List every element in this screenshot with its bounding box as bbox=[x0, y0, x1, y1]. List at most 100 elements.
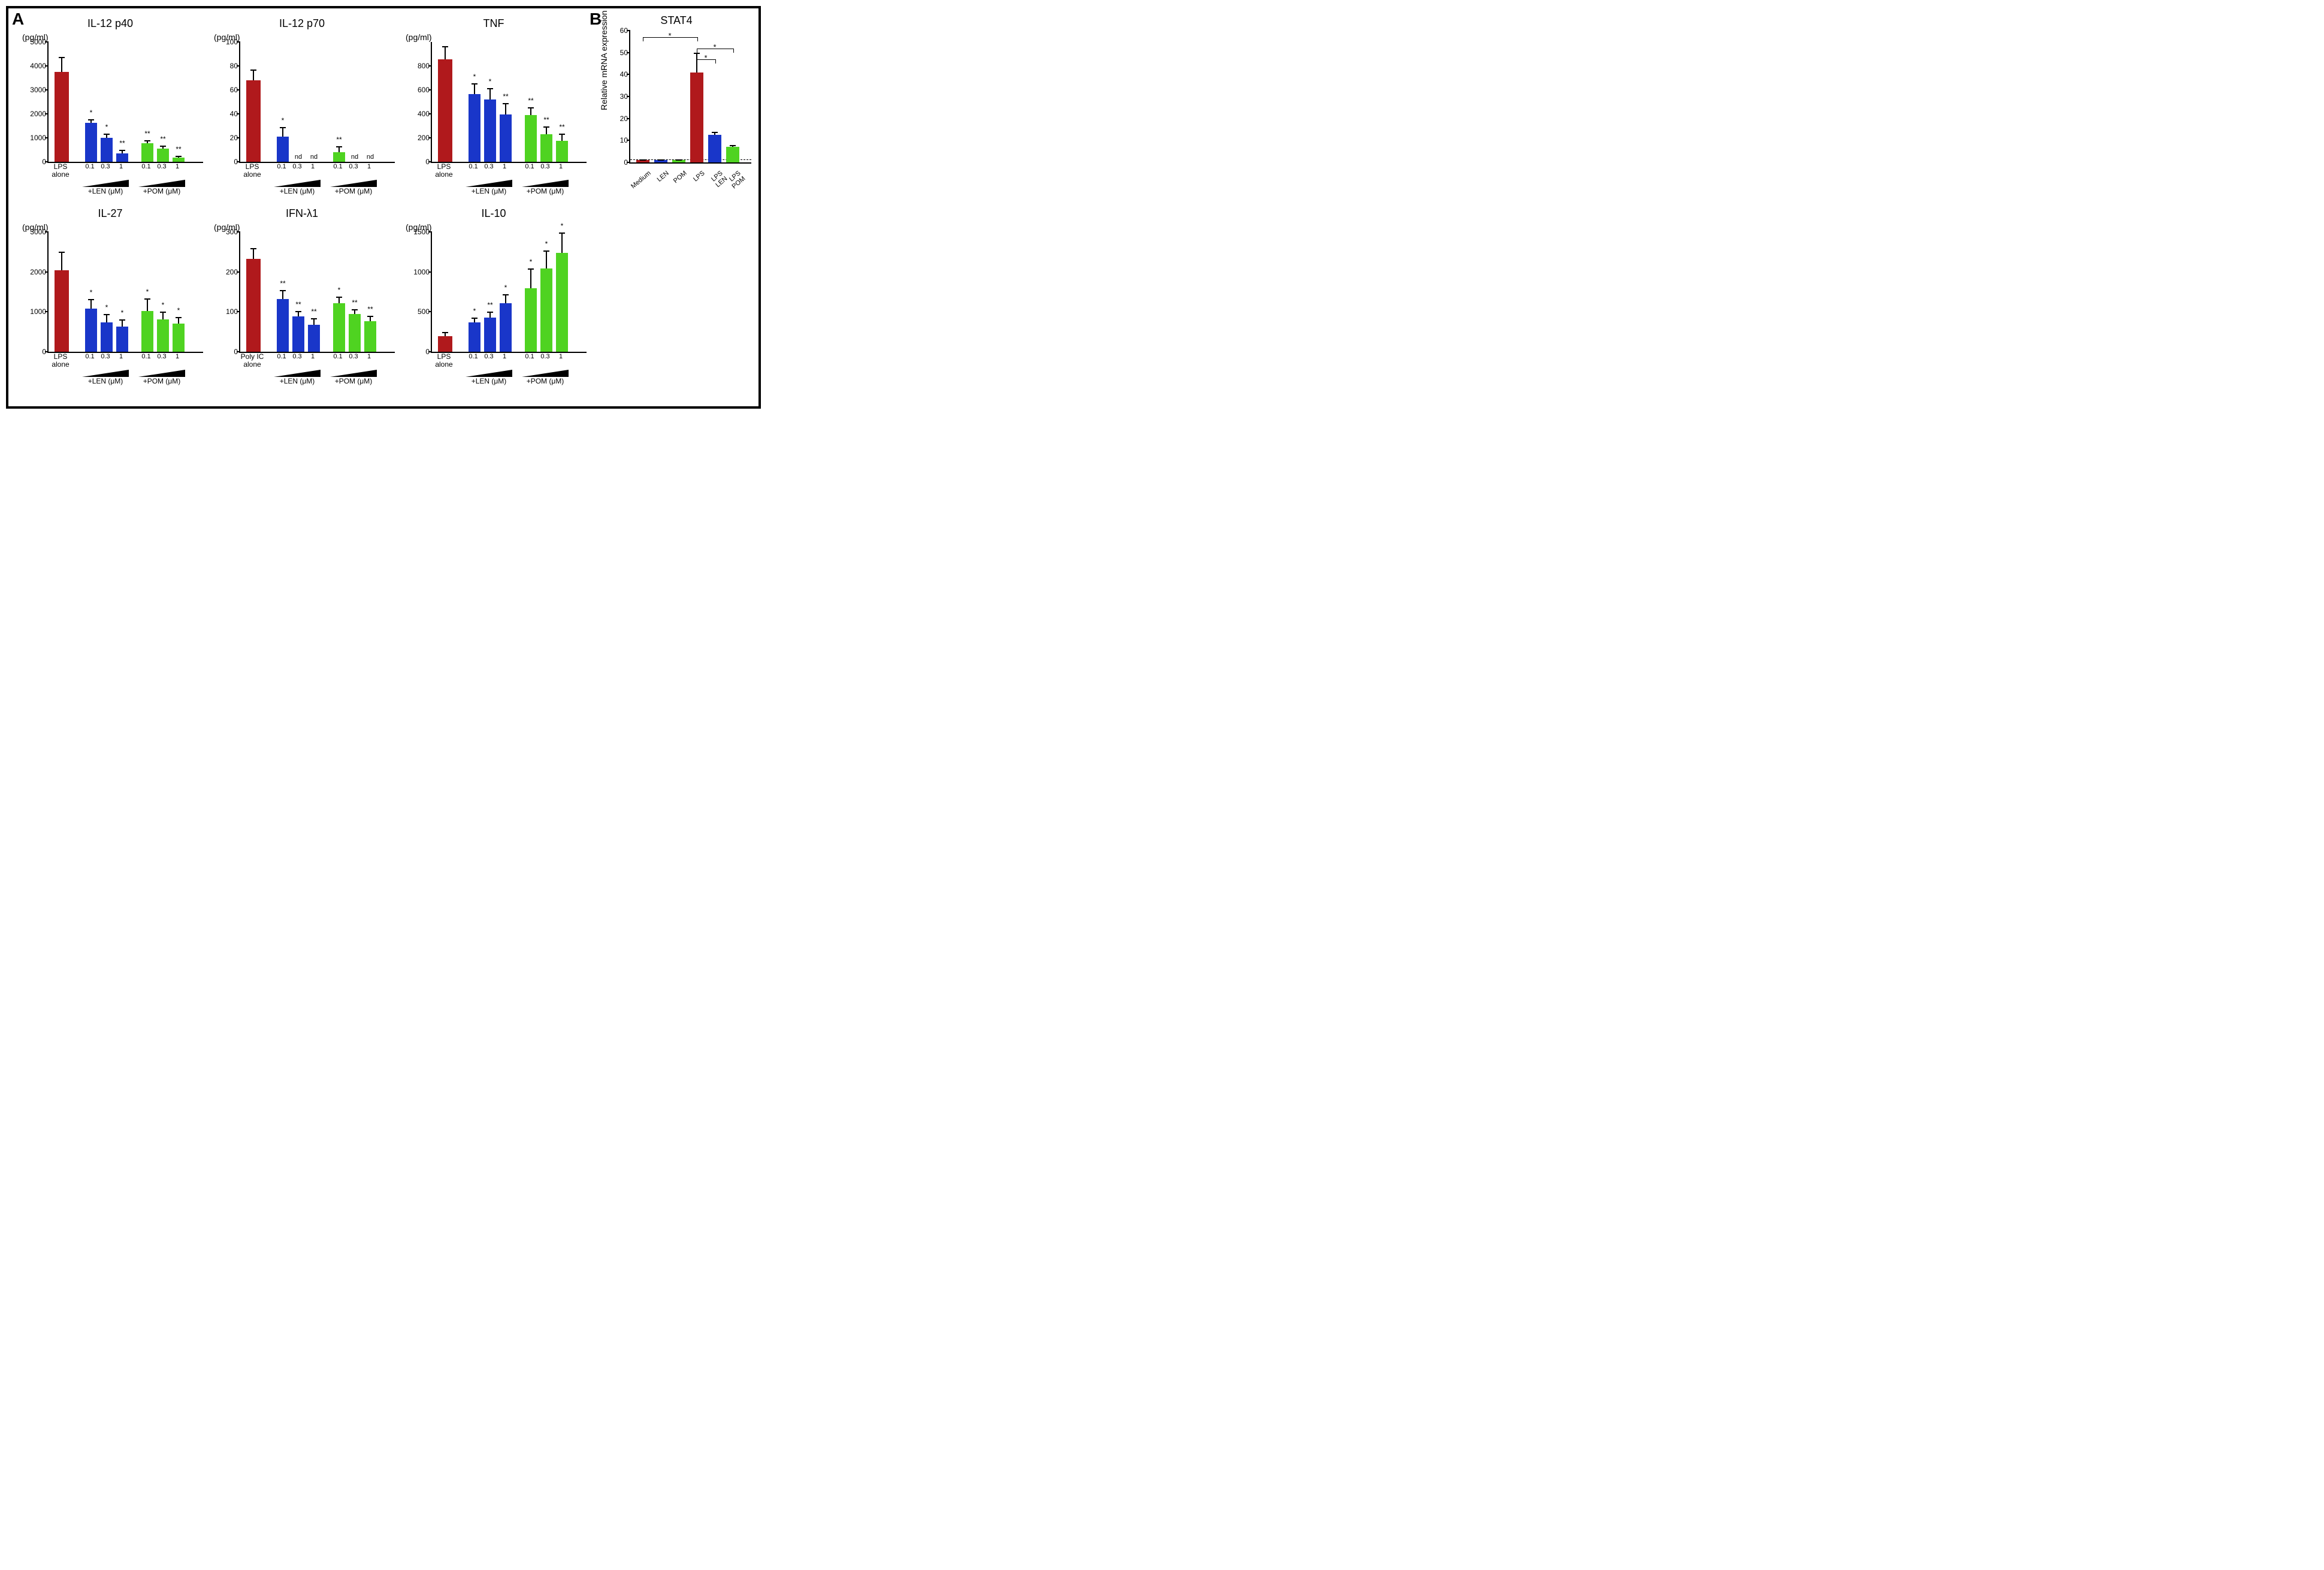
bar bbox=[246, 259, 261, 352]
y-tick-label: 40 bbox=[210, 110, 238, 118]
bar bbox=[636, 160, 649, 162]
x-tick-label: 1 bbox=[170, 353, 185, 369]
bar: ** bbox=[525, 115, 537, 162]
bar: * bbox=[500, 303, 512, 352]
chart-title: IL-12 p40 bbox=[17, 17, 203, 30]
y-tick-label: 80 bbox=[210, 62, 238, 70]
group-label-pom: +POM (M) bbox=[522, 187, 569, 195]
chart-title: TNF bbox=[401, 17, 587, 30]
x-tick-label: 0.1 bbox=[330, 163, 346, 179]
y-tick-label: 2000 bbox=[19, 110, 46, 118]
significance-marker: * bbox=[105, 123, 108, 131]
bar: * bbox=[141, 311, 153, 352]
x-tick-label: Poly ICalone bbox=[239, 353, 265, 369]
group-label-pom: +POM (M) bbox=[138, 377, 185, 385]
significance-marker: * bbox=[668, 31, 671, 40]
significance-marker: ** bbox=[160, 135, 165, 143]
significance-marker: ** bbox=[176, 145, 181, 153]
x-tick-label: 0.3 bbox=[154, 163, 170, 179]
y-tick-label: 5000 bbox=[19, 38, 46, 46]
significance-marker: * bbox=[90, 108, 93, 117]
bar bbox=[654, 160, 667, 162]
significance-marker: ** bbox=[352, 298, 357, 307]
x-tick-label: 0.3 bbox=[289, 163, 305, 179]
bar: ** bbox=[308, 325, 320, 352]
x-tick-label: 1 bbox=[361, 353, 377, 369]
x-tick-label: 0.1 bbox=[522, 353, 537, 369]
y-tick-label: 500 bbox=[402, 307, 430, 316]
bar: ** bbox=[157, 149, 169, 162]
y-tick-label: 3000 bbox=[19, 228, 46, 236]
y-tick-label: 2000 bbox=[19, 268, 46, 276]
bar: ** bbox=[500, 114, 512, 162]
y-tick-label: 0 bbox=[210, 158, 238, 166]
bar bbox=[438, 59, 452, 162]
bar: * bbox=[540, 268, 552, 352]
x-tick-label: 0.3 bbox=[289, 353, 305, 369]
nd-label: nd bbox=[310, 153, 318, 161]
chart-title: STAT4 bbox=[602, 14, 751, 27]
y-units: (pg/ml) bbox=[214, 222, 395, 232]
chart-il-12-p40: IL-12 p40(pg/ml)010002000300040005000***… bbox=[17, 17, 203, 195]
plot-area: 050010001500******* bbox=[431, 232, 587, 353]
y-units: (pg/ml) bbox=[214, 32, 395, 42]
x-tick-label: 0.3 bbox=[98, 163, 113, 179]
bar: * bbox=[101, 322, 113, 352]
x-tick-label: 0.1 bbox=[138, 163, 154, 179]
group-label-pom: +POM (M) bbox=[330, 377, 377, 385]
bar: ** bbox=[484, 318, 496, 352]
bar bbox=[690, 73, 703, 162]
y-tick-label: 40 bbox=[603, 70, 628, 78]
significance-marker: * bbox=[105, 303, 108, 312]
x-tick-label: 1 bbox=[113, 163, 129, 179]
x-tick-label: 0.1 bbox=[330, 353, 346, 369]
x-tick-label: 1 bbox=[553, 163, 569, 179]
plot-area: 0102030405060*** bbox=[629, 31, 751, 164]
bar bbox=[672, 160, 685, 162]
significance-marker: ** bbox=[336, 135, 342, 144]
y-tick-label: 300 bbox=[210, 228, 238, 236]
group-label-len: +LEN (M) bbox=[466, 187, 512, 195]
y-tick-label: 400 bbox=[402, 110, 430, 118]
x-tick-label: 0.3 bbox=[481, 353, 497, 369]
significance-marker: ** bbox=[503, 92, 508, 101]
bar: * bbox=[469, 322, 480, 352]
significance-marker: * bbox=[545, 240, 548, 248]
plot-area: 020406080100*ndnd**ndnd bbox=[239, 42, 395, 163]
y-tick-label: 50 bbox=[603, 49, 628, 57]
chart-title: IL-12 p70 bbox=[209, 17, 395, 30]
x-tick-label: 0.1 bbox=[522, 163, 537, 179]
plot-area: 010002000300040005000********** bbox=[47, 42, 203, 163]
significance-marker: * bbox=[338, 286, 341, 294]
y-tick-label: 100 bbox=[210, 307, 238, 316]
panel-letter-a: A bbox=[12, 10, 24, 29]
bar: * bbox=[525, 288, 537, 352]
nd-label: nd bbox=[351, 153, 358, 161]
bar bbox=[726, 147, 739, 162]
y-tick-label: 200 bbox=[210, 268, 238, 276]
bar: * bbox=[157, 319, 169, 352]
x-tick-label: 1 bbox=[170, 163, 185, 179]
x-tick-label: 0.3 bbox=[98, 353, 113, 369]
y-tick-label: 1500 bbox=[402, 228, 430, 236]
significance-marker: ** bbox=[311, 307, 316, 316]
chart-il-12-p70: IL-12 p70(pg/ml)020406080100*ndnd**ndndL… bbox=[209, 17, 395, 195]
bar bbox=[55, 270, 69, 352]
y-tick-label: 1000 bbox=[19, 307, 46, 316]
nd-label: nd bbox=[367, 153, 374, 161]
significance-marker: * bbox=[473, 307, 476, 315]
y-units: (pg/ml) bbox=[406, 222, 587, 232]
bar: ** bbox=[292, 316, 304, 352]
x-tick-label: 1 bbox=[305, 353, 321, 369]
significance-marker: * bbox=[177, 306, 180, 315]
bar: * bbox=[85, 123, 97, 162]
group-label-pom: +POM (M) bbox=[330, 187, 377, 195]
significance-marker: * bbox=[504, 283, 507, 292]
bar: * bbox=[277, 137, 289, 162]
significance-marker: * bbox=[561, 222, 564, 230]
y-tick-label: 0 bbox=[19, 348, 46, 356]
bar: * bbox=[85, 309, 97, 352]
x-tick-label: LPSalone bbox=[47, 353, 74, 369]
x-tick-label: 1 bbox=[361, 163, 377, 179]
bar: * bbox=[556, 253, 568, 352]
